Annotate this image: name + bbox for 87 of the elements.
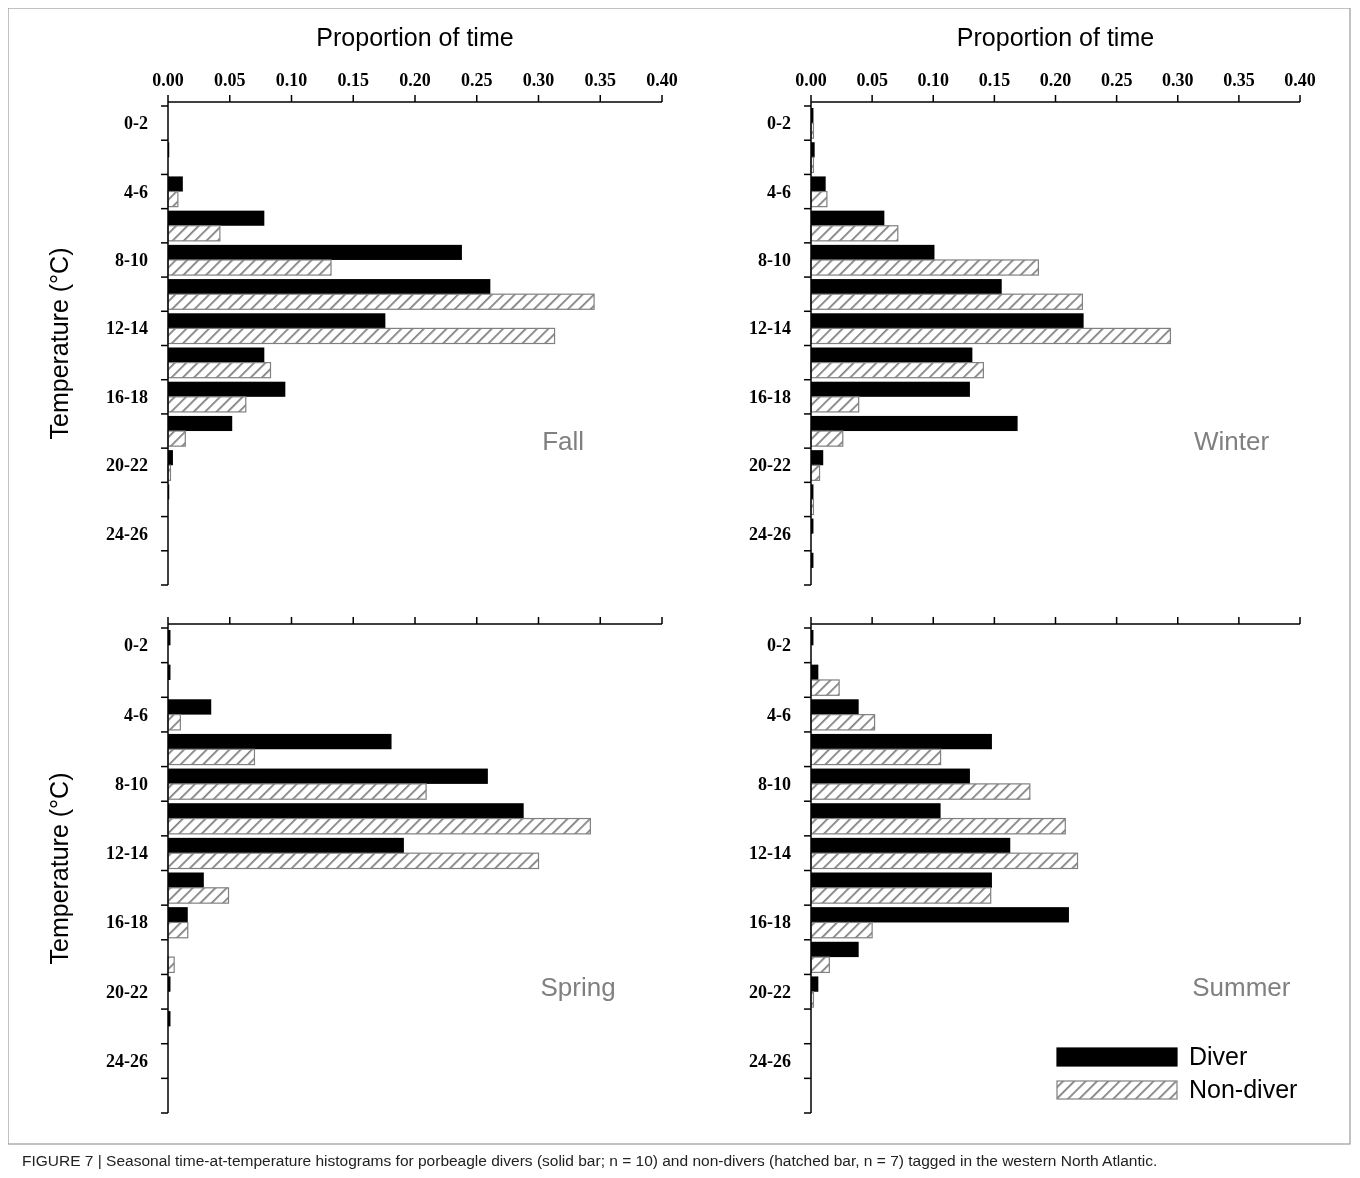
y-tick-label: 8-10 [115, 249, 148, 270]
x-tick-label: 0.20 [1039, 70, 1072, 90]
bar [810, 362, 984, 379]
bar [167, 430, 186, 447]
bar [167, 783, 427, 800]
y-tick-label: 12-14 [749, 843, 791, 864]
bar [167, 293, 595, 310]
x-tick-label: 0.15 [337, 70, 369, 90]
bar [810, 852, 1079, 870]
bar [810, 748, 942, 766]
y-tick-label: 12-14 [106, 318, 148, 339]
x-tick-label: 0.30 [522, 70, 555, 90]
y-tick-label: 0-2 [124, 635, 148, 656]
x-tick-label: 0.00 [795, 70, 827, 90]
bar [167, 259, 332, 276]
annotation: Fall [542, 426, 585, 457]
y-tick-label: 24-26 [749, 523, 791, 544]
y-tick-label: 20-22 [106, 455, 148, 476]
y-tick-label: 4-6 [767, 181, 791, 202]
x-tick-label: 0.25 [1100, 70, 1133, 90]
y-tick-label: 20-22 [749, 981, 791, 1002]
x-tick-label: 0.20 [399, 70, 431, 90]
bar [810, 714, 876, 731]
bar [810, 293, 1083, 310]
y-tick-label: 8-10 [115, 773, 148, 794]
bar [810, 327, 1172, 345]
y-tick-label: 16-18 [749, 386, 791, 407]
bar [167, 225, 221, 242]
y-tick-label: 16-18 [749, 912, 791, 933]
x-tick-label: 0.10 [917, 70, 949, 90]
annotation: Summer [1192, 971, 1291, 1002]
y-tick-label: 0-2 [767, 113, 791, 134]
caption: FIGURE 7 | Seasonal time-at-temperature histograms for porbeagle divers (solid bar; n = 10) and non-divers (hatched bar, n = 7) tagged in the western North Atlantic. [22, 1152, 1158, 1169]
y-tick-label: 20-22 [106, 981, 148, 1002]
y-axis-title: Temperature (°C) [45, 772, 73, 965]
bar [810, 679, 840, 696]
bar [810, 430, 844, 447]
y-tick-label: 0-2 [124, 113, 148, 134]
x-tick-label: 0.40 [1284, 70, 1316, 90]
bar [167, 748, 256, 766]
y-tick-label: 4-6 [124, 704, 148, 725]
x-tick-label: 0.05 [856, 70, 888, 90]
x-tick-label: 0.05 [214, 70, 246, 90]
x-tick-label: 0.25 [461, 70, 493, 90]
bar [810, 783, 1031, 800]
bar [167, 714, 181, 731]
bar [167, 887, 230, 904]
legend-label: Non-diver [1189, 1075, 1298, 1103]
y-tick-label: 20-22 [749, 455, 791, 476]
annotation: Spring [540, 971, 616, 1002]
bar [810, 259, 1039, 276]
x-axis-title: Proportion of time [316, 23, 514, 51]
bar [167, 362, 272, 379]
bar [167, 817, 591, 835]
y-axis-title: Temperature (°C) [45, 247, 73, 440]
x-tick-label: 0.15 [978, 70, 1011, 90]
y-tick-label: 8-10 [758, 249, 791, 270]
bar [810, 225, 899, 242]
x-tick-label: 0.00 [152, 70, 184, 90]
bar [810, 817, 1066, 835]
y-tick-label: 24-26 [106, 523, 148, 544]
bar [810, 396, 860, 413]
bar [167, 396, 247, 413]
bar [810, 887, 992, 904]
y-tick-label: 24-26 [749, 1051, 791, 1072]
y-tick-label: 8-10 [758, 773, 791, 794]
y-tick-label: 4-6 [767, 704, 791, 725]
bar [810, 921, 873, 939]
y-tick-label: 24-26 [106, 1051, 148, 1072]
y-tick-label: 12-14 [749, 318, 791, 339]
y-tick-label: 4-6 [124, 181, 148, 202]
x-axis-title: Proportion of time [956, 23, 1155, 51]
legend-label: Diver [1189, 1042, 1248, 1070]
bar [810, 190, 828, 208]
y-tick-label: 16-18 [106, 386, 148, 407]
y-tick-label: 16-18 [106, 912, 148, 933]
x-tick-label: 0.40 [646, 70, 678, 90]
x-tick-label: 0.35 [584, 70, 616, 90]
annotation: Winter [1193, 426, 1270, 457]
x-tick-label: 0.10 [275, 70, 308, 90]
y-tick-label: 0-2 [767, 635, 791, 656]
x-tick-label: 0.35 [1223, 70, 1255, 90]
x-tick-label: 0.30 [1162, 70, 1194, 90]
bar [167, 852, 540, 870]
y-tick-label: 12-14 [106, 843, 148, 864]
bar [167, 327, 556, 345]
bar [810, 956, 830, 974]
